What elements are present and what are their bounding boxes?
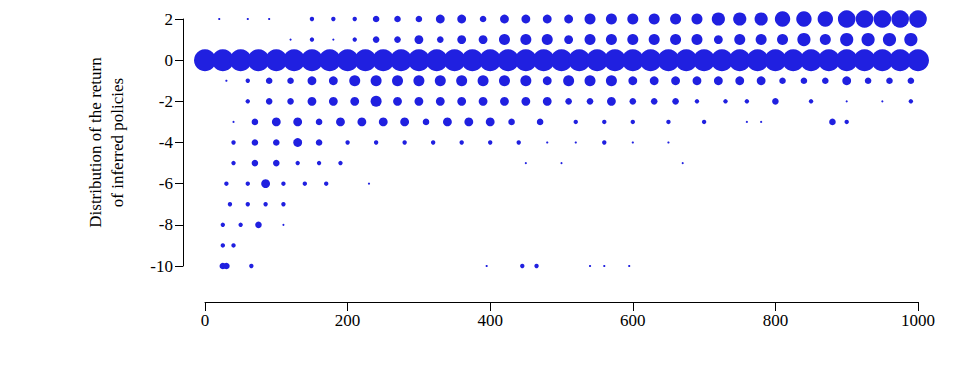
svg-text:200: 200 (335, 311, 361, 330)
svg-text:-4: -4 (159, 133, 174, 152)
svg-text:0: 0 (201, 311, 210, 330)
svg-text:0: 0 (165, 51, 174, 70)
svg-text:Distribution of the return: Distribution of the return (86, 57, 105, 228)
svg-text:1000: 1000 (901, 311, 935, 330)
svg-text:800: 800 (763, 311, 789, 330)
svg-text:2: 2 (165, 10, 174, 29)
svg-text:-10: -10 (150, 257, 173, 276)
svg-text:of inferred policies: of inferred policies (108, 78, 127, 207)
svg-text:-2: -2 (159, 92, 173, 111)
svg-text:-8: -8 (159, 215, 173, 234)
svg-text:-6: -6 (159, 174, 173, 193)
svg-text:600: 600 (620, 311, 646, 330)
svg-text:400: 400 (477, 311, 503, 330)
